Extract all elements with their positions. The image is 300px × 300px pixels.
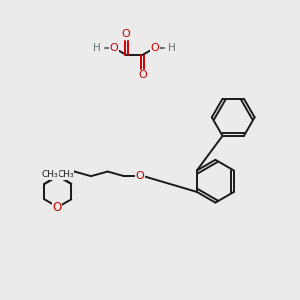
Text: H: H xyxy=(168,44,176,53)
Text: N: N xyxy=(54,169,63,182)
Text: O: O xyxy=(122,29,130,40)
Text: O: O xyxy=(136,171,144,181)
Text: O: O xyxy=(150,43,159,53)
Text: O: O xyxy=(52,201,62,214)
Text: O: O xyxy=(138,70,147,80)
Text: CH₃: CH₃ xyxy=(57,170,74,179)
Text: H: H xyxy=(93,44,101,53)
Text: CH₃: CH₃ xyxy=(42,170,58,179)
Text: O: O xyxy=(110,43,118,53)
